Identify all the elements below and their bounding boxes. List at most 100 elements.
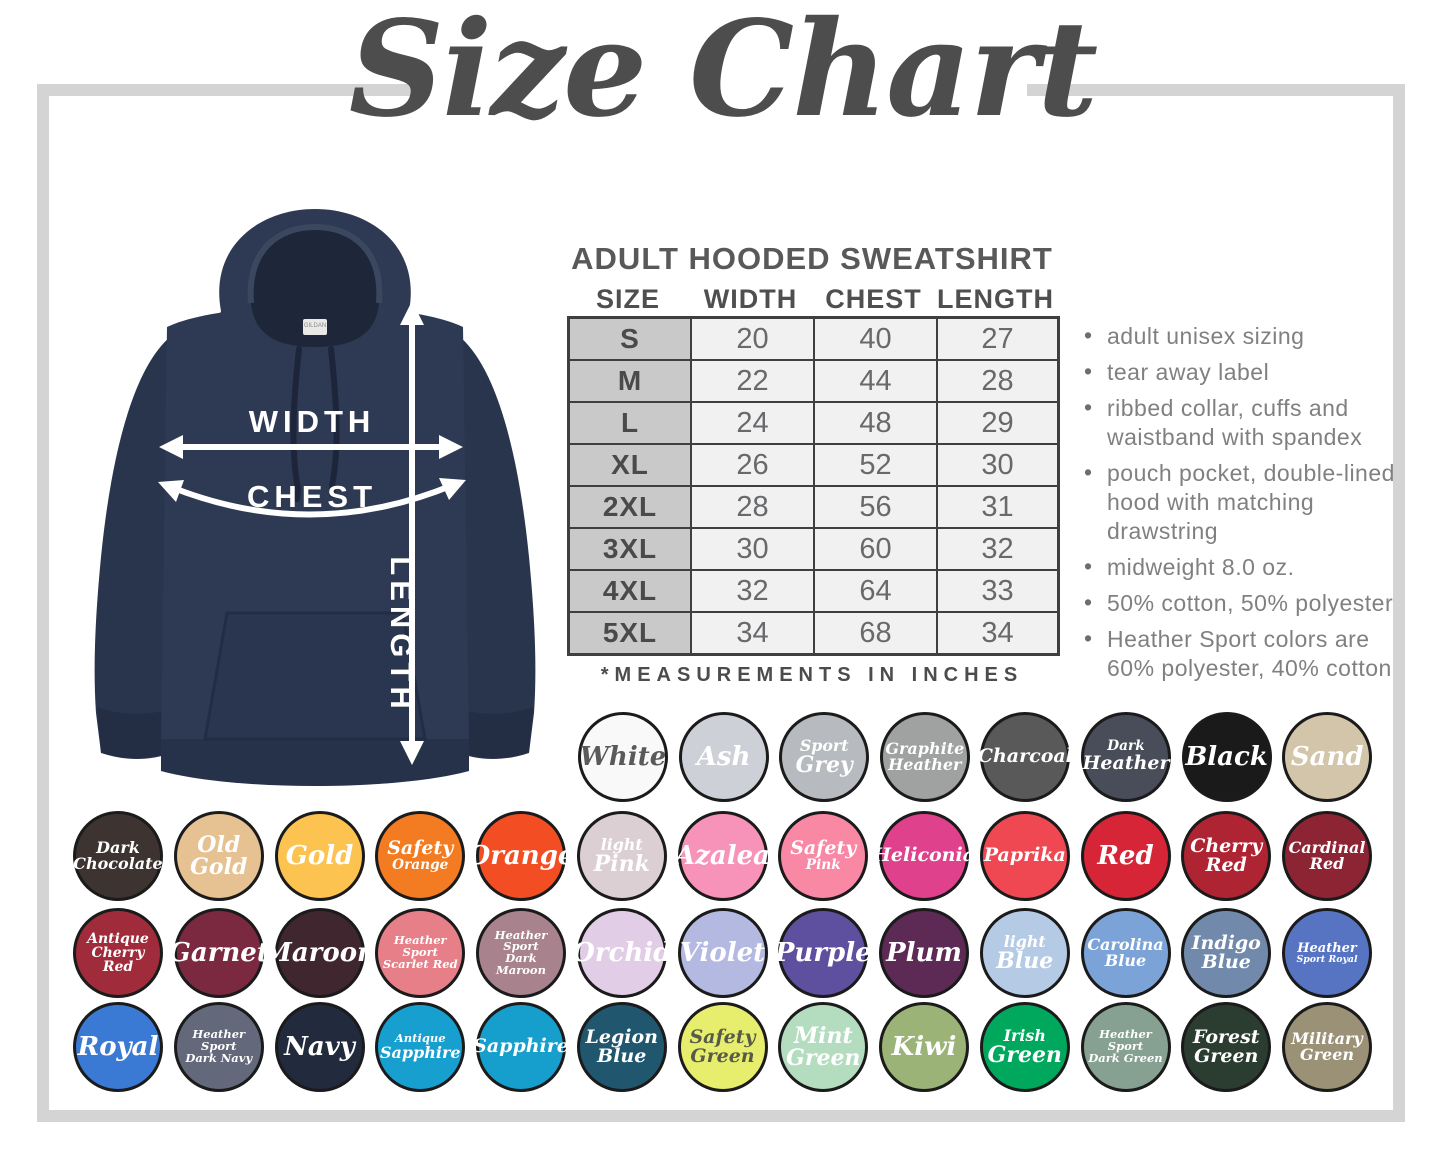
color-swatch-heather-sport-dark-green: Heather Sport Dark Green xyxy=(1080,1002,1171,1092)
color-swatch-violet: Violet xyxy=(677,908,768,998)
color-swatch-label-line: Dark Green xyxy=(1088,1050,1163,1065)
color-swatch-label-line: Scarlet Red xyxy=(382,956,458,971)
color-swatch-label-line: Heliconia xyxy=(872,844,976,867)
color-swatch-purple: Purple xyxy=(775,908,872,998)
color-swatch-antique-cherry-red: Antique Cherry Red xyxy=(73,908,163,998)
value-cell-xl-1: 26 xyxy=(692,445,813,485)
hoodie-hood-inner xyxy=(250,227,380,347)
size-cell-3xl-0: 3XL xyxy=(570,529,690,569)
color-swatch-label-line: Green xyxy=(786,1045,861,1071)
color-swatch-label-line: Irish xyxy=(1003,1025,1046,1045)
color-swatch-label-line: Orchid xyxy=(572,937,672,968)
feature-item: ribbed collar, cuffs and waistband with … xyxy=(1082,393,1404,452)
right-drawstring xyxy=(328,346,340,498)
color-swatch-irish-green: Irish Green xyxy=(979,1002,1070,1092)
feature-item: Heather Sport colors are 60% polyester, … xyxy=(1082,624,1404,683)
color-swatch-old-gold: Old Gold xyxy=(173,811,264,901)
hoodie-waistband xyxy=(161,739,469,786)
color-swatch-label-line: Dark xyxy=(1107,738,1145,755)
color-swatch-label-line: Cardinal xyxy=(1288,837,1366,857)
feature-item: midweight 8.0 oz. xyxy=(1082,552,1404,582)
color-swatch-label-line: Safety xyxy=(387,837,454,860)
chest-label: CHEST xyxy=(247,479,377,514)
value-cell-4xl-2: 64 xyxy=(815,571,936,611)
color-swatch-cherry-red: Cherry Red xyxy=(1181,811,1272,901)
value-cell-m-2: 44 xyxy=(815,361,936,401)
chest-arrowhead-left xyxy=(158,480,184,502)
color-swatch-navy: Navy xyxy=(274,1002,365,1092)
color-swatch-label-line: Heather Sport xyxy=(494,927,548,954)
color-swatch-label-line: Forest xyxy=(1192,1025,1260,1048)
value-cell-2xl-2: 56 xyxy=(815,487,936,527)
color-swatch-orange: Orange xyxy=(468,811,574,901)
color-swatch-label-line: Black xyxy=(1185,741,1268,772)
color-swatch-antique-sapphire: Antique Sapphire xyxy=(375,1002,466,1092)
value-cell-5xl-1: 34 xyxy=(692,613,813,653)
color-swatch-light-blue: light Blue xyxy=(979,908,1070,998)
hoodie-right-sleeve xyxy=(452,333,536,759)
color-swatch-sand: Sand xyxy=(1282,712,1373,802)
value-cell-2xl-1: 28 xyxy=(692,487,813,527)
color-swatch-red: Red xyxy=(1080,811,1171,901)
value-cell-l-1: 24 xyxy=(692,403,813,443)
column-header-chest: CHEST xyxy=(825,284,922,314)
color-swatch-label-line: Antique xyxy=(394,1030,446,1045)
color-swatch-label-line: Blue xyxy=(1104,951,1147,970)
page-title: Size Chart xyxy=(348,0,1098,147)
color-swatch-paprika: Paprika xyxy=(979,811,1070,901)
color-swatch-label-line: Plum xyxy=(886,937,962,968)
color-swatch-label-line: Orange xyxy=(392,856,449,873)
length-arrowhead-bottom xyxy=(400,741,424,765)
color-swatch-white: White xyxy=(578,712,668,802)
color-swatch-dark-heather: Dark Heather xyxy=(1081,712,1171,802)
color-swatch-carolina-blue: Carolina Blue xyxy=(1080,908,1171,998)
color-swatch-label-line: Navy xyxy=(284,1031,355,1062)
value-cell-4xl-1: 32 xyxy=(692,571,813,611)
color-swatch-label-line: light xyxy=(600,834,643,854)
color-swatch-label-line: White xyxy=(579,741,667,772)
size-cell-xl-0: XL xyxy=(570,445,690,485)
color-swatch-safety-pink: Safety Pink xyxy=(778,811,869,901)
color-swatch-graphite-heather: Graphite Heather xyxy=(879,712,970,802)
color-swatch-label-line: Old xyxy=(197,831,241,858)
color-swatch-heather-sport-dark-maroon: Heather Sport Dark Maroon xyxy=(476,908,566,998)
neck-tag xyxy=(303,319,327,335)
color-swatch-label-line: Indigo xyxy=(1191,931,1261,954)
color-swatch-label-line: Chocolate xyxy=(73,854,163,873)
color-swatch-label-line: Heather xyxy=(1082,752,1170,775)
color-swatch-label-line: Graphite xyxy=(885,738,965,758)
color-swatch-heather-sport-dark-navy: Heather Sport Dark Navy xyxy=(173,1002,264,1092)
color-swatch-label-line: Kiwi xyxy=(891,1031,957,1062)
color-swatch-label-line: Grey xyxy=(795,751,853,778)
chest-arrow xyxy=(169,482,455,518)
size-cell-2xl-0: 2XL xyxy=(570,487,690,527)
size-cell-s-0: S xyxy=(570,319,690,359)
color-swatch-indigo-blue: Indigo Blue xyxy=(1181,908,1272,998)
color-swatch-ash: Ash xyxy=(678,712,769,802)
product-heading: ADULT HOODED SWEATSHIRT xyxy=(571,241,1053,276)
color-swatch-label-line: Mint xyxy=(793,1022,853,1049)
color-swatch-label-line: Safety xyxy=(790,837,857,860)
color-swatch-label-line: Orange xyxy=(467,840,575,871)
color-swatch-label-line: Green xyxy=(1194,1045,1259,1067)
color-swatch-label-line: Red xyxy=(1309,854,1345,873)
value-cell-m-3: 28 xyxy=(938,361,1057,401)
color-swatch-label-line: Cherry xyxy=(1190,834,1263,857)
color-swatch-azalea: Azalea xyxy=(675,811,770,901)
column-header-length: LENGTH xyxy=(937,284,1054,314)
value-cell-4xl-3: 33 xyxy=(938,571,1057,611)
color-swatch-sapphire: Sapphire xyxy=(473,1002,569,1092)
color-swatch-garnet: Garnet xyxy=(169,908,269,998)
color-swatch-label-line: Purple xyxy=(774,937,872,968)
color-swatch-orchid: Orchid xyxy=(572,908,671,998)
value-cell-5xl-2: 68 xyxy=(815,613,936,653)
color-swatch-heather-sport-scarlet-red: Heather Sport Scarlet Red xyxy=(375,908,466,998)
color-swatch-safety-green: Safety Green xyxy=(677,1002,768,1092)
color-swatch-label-line: Pink xyxy=(593,850,650,877)
value-cell-m-1: 22 xyxy=(692,361,813,401)
hoodie-hood-rim xyxy=(247,223,383,304)
color-swatch-heliconia: Heliconia xyxy=(873,811,975,901)
feature-item: 50% cotton, 50% polyester xyxy=(1082,588,1404,618)
value-cell-3xl-2: 60 xyxy=(815,529,936,569)
color-swatch-label-line: Sapphire xyxy=(473,1035,569,1058)
